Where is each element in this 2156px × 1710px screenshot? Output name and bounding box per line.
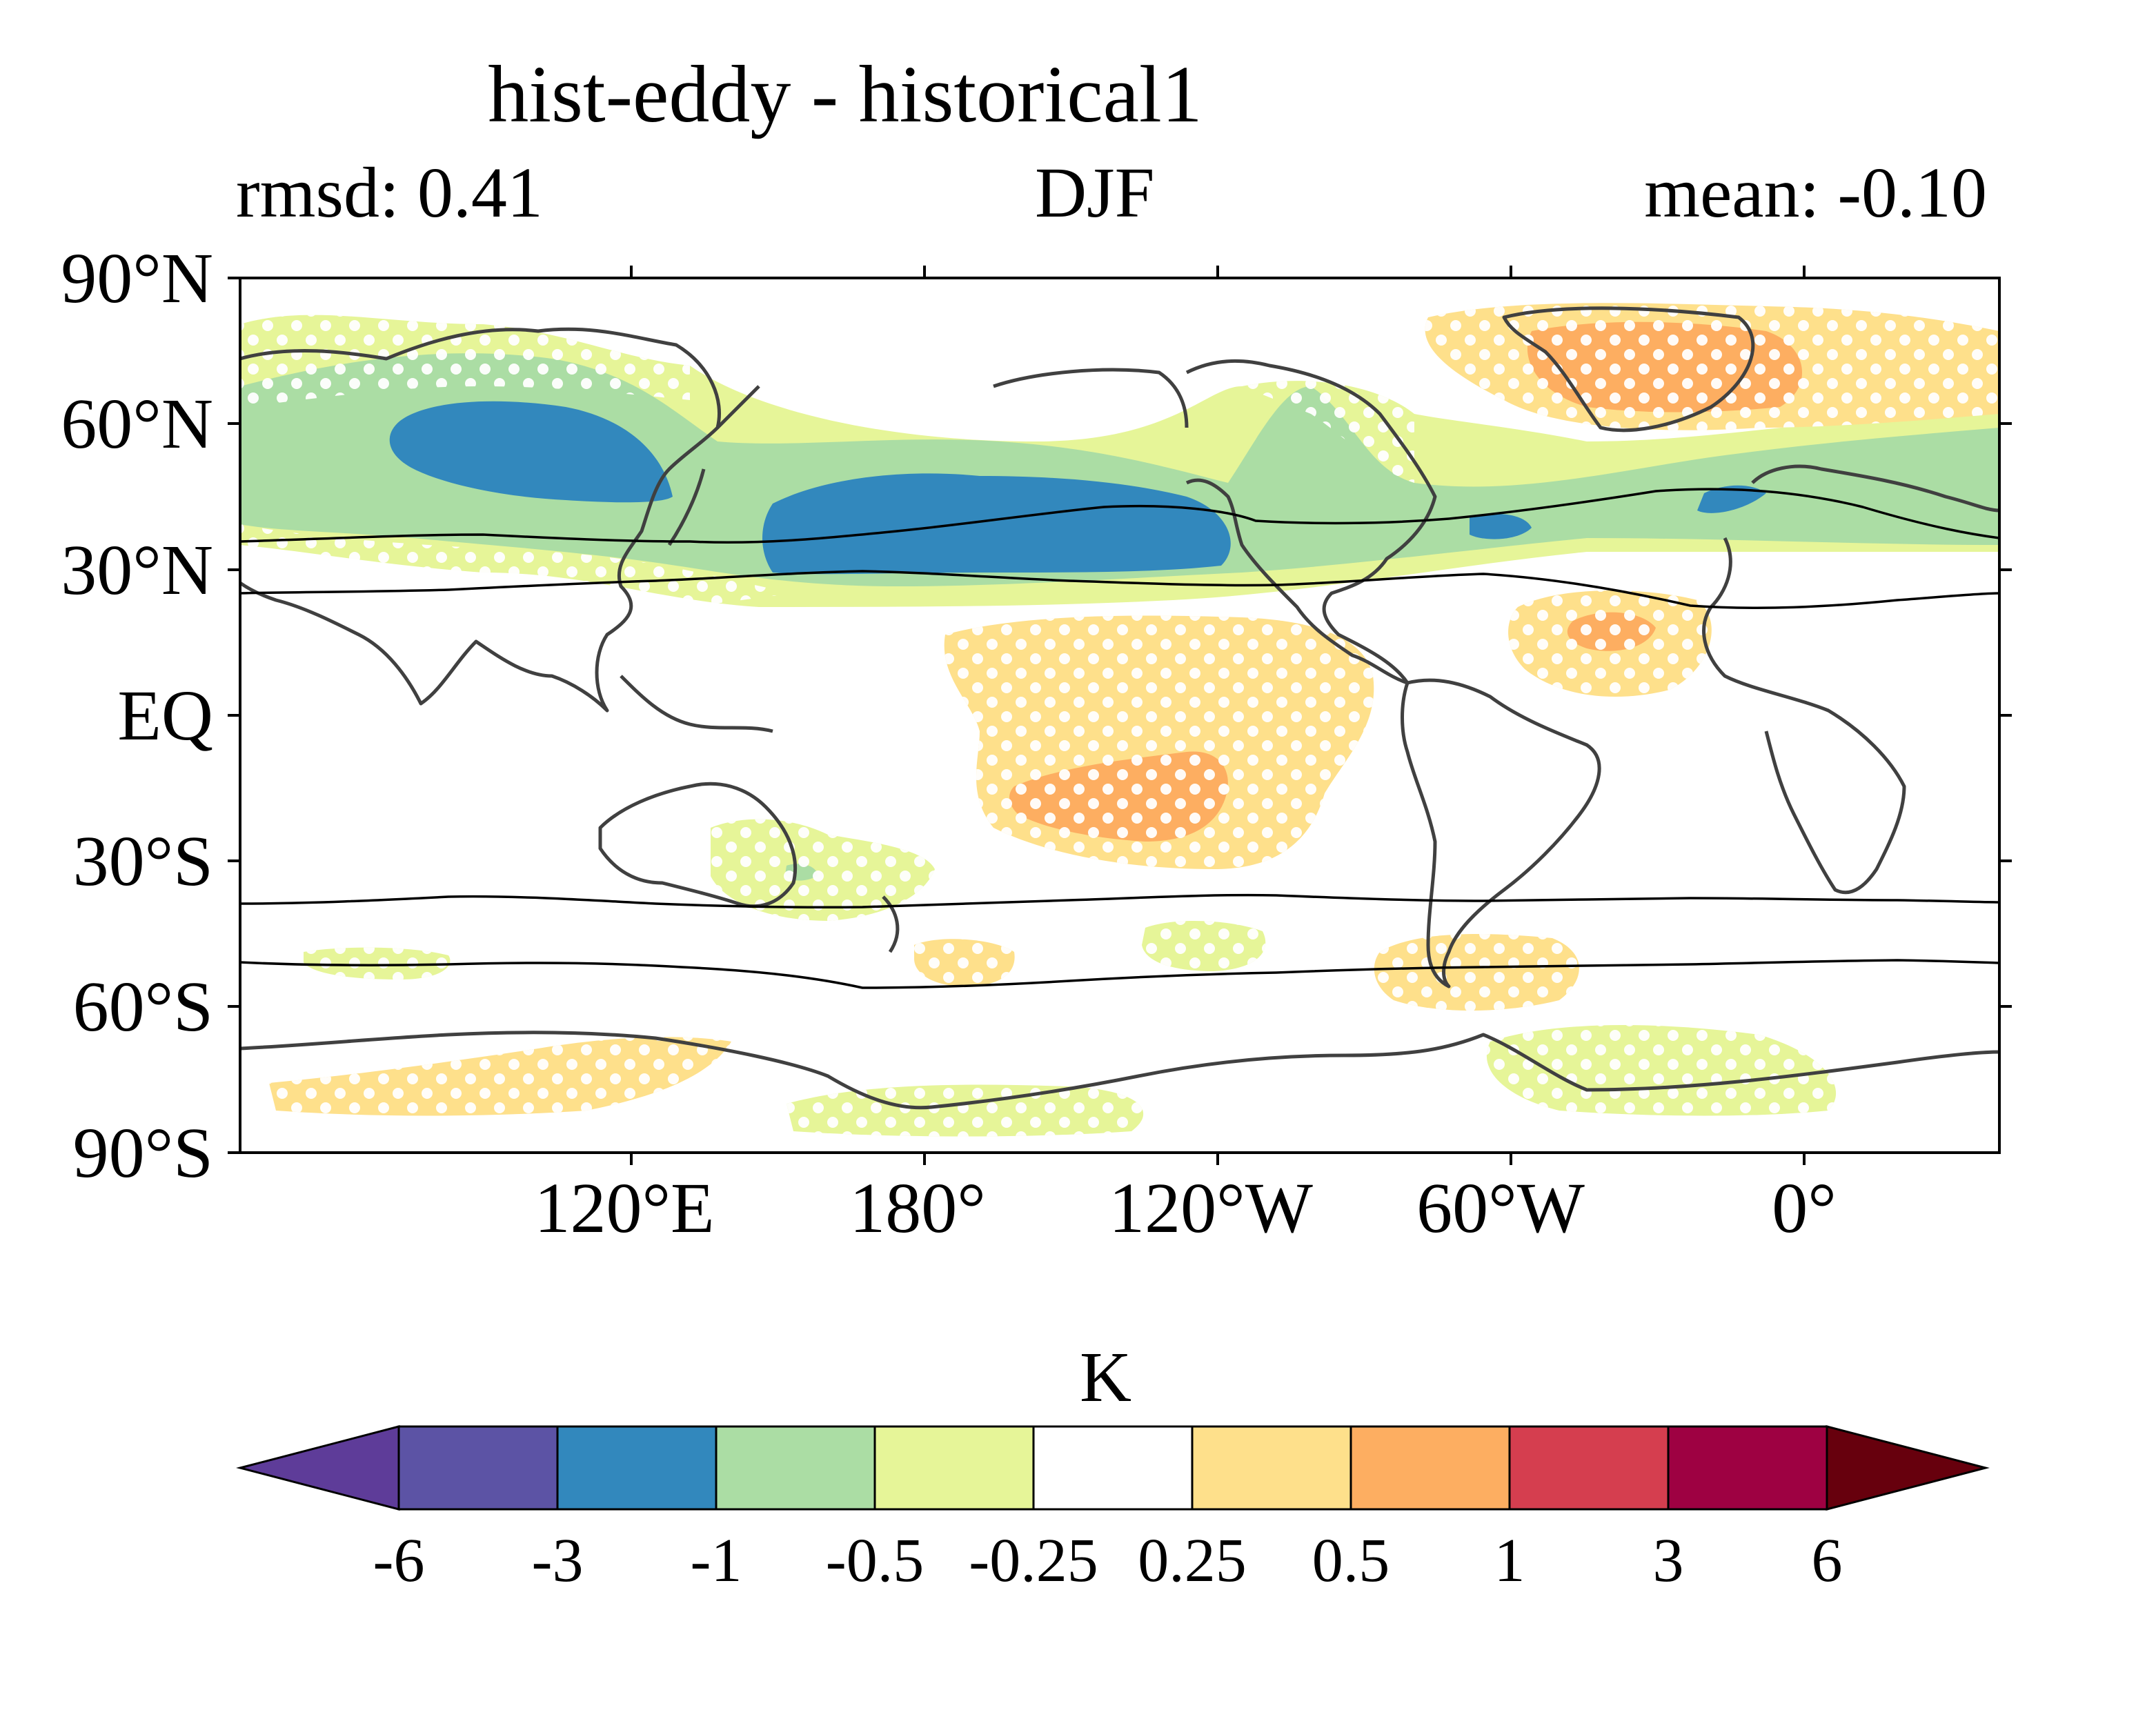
- rmsd-label: rmsd: 0.41: [236, 153, 543, 232]
- coast-south-america: [1401, 678, 1601, 988]
- colorbar-swatch-8: [1508, 1425, 1670, 1511]
- coast-eurasia: [240, 327, 721, 713]
- anomaly-north-pacific-blue: [762, 473, 1231, 575]
- colorbar-swatch-4: [873, 1425, 1035, 1511]
- mean-label: mean: -0.10: [1644, 153, 1987, 232]
- coastlines: [240, 306, 1999, 1110]
- season-label: DJF: [1035, 153, 1155, 232]
- lon-label-60w: 60°W: [1416, 1169, 1585, 1248]
- contour-nh-north: [240, 488, 1999, 544]
- lon-label-120e: 120°E: [534, 1169, 715, 1248]
- coast-kamchatka: [716, 385, 760, 429]
- lat-label-60n: 60°N: [61, 384, 213, 464]
- lon-label-120w: 120°W: [1109, 1169, 1313, 1248]
- contour-sh-north: [240, 893, 1999, 909]
- lon-label-0: 0°: [1772, 1169, 1837, 1248]
- lon-label-180: 180°: [849, 1169, 986, 1248]
- colorbar-tick: 0.5: [1312, 1527, 1390, 1595]
- lat-label-eq: EQ: [117, 676, 213, 755]
- colorbar-swatch-7: [1349, 1425, 1511, 1511]
- lat-label-30s: 30°S: [72, 822, 213, 901]
- lat-label-60s: 60°S: [72, 967, 213, 1046]
- lat-label-30n: 30°N: [61, 530, 213, 610]
- anomaly-atlantic-blue-1: [1470, 514, 1532, 539]
- coast-alaska: [993, 368, 1189, 428]
- colorbar-swatch-5: [1032, 1425, 1194, 1511]
- colorbar-tick: -6: [373, 1527, 425, 1595]
- colorbar-extend-high: [1826, 1425, 1990, 1511]
- colorbar-tick: 1: [1494, 1527, 1525, 1595]
- contour-nh-south: [240, 570, 1999, 610]
- colorbar-tick: -3: [531, 1527, 584, 1595]
- significance-stippling: [240, 303, 1999, 1137]
- colorbar-tick: -1: [690, 1527, 742, 1595]
- colorbar-swatch-3: [715, 1425, 876, 1511]
- coast-southeast-asia: [620, 675, 773, 733]
- colorbar-swatch-9: [1667, 1425, 1828, 1511]
- colorbar: [236, 1425, 1990, 1511]
- coast-greenland: [1502, 306, 1755, 433]
- colorbar-unit: K: [1080, 1338, 1132, 1417]
- colorbar-tick: -0.25: [969, 1527, 1098, 1595]
- coast-north-america: [1185, 359, 1437, 685]
- colorbar-tick: 3: [1652, 1527, 1684, 1595]
- coast-antarctica: [240, 1031, 1999, 1110]
- map-ticks: [228, 266, 2012, 1165]
- coast-australia: [598, 782, 798, 908]
- colorbar-swatch-1: [397, 1425, 559, 1511]
- colorbar-extend-low: [236, 1425, 400, 1511]
- contour-sh-south: [240, 959, 1999, 989]
- anomaly-atlantic-blue-2: [1697, 485, 1766, 513]
- colorbar-tick: 6: [1811, 1527, 1843, 1595]
- colorbar-swatch-2: [556, 1425, 718, 1511]
- coast-europe-africa: [1702, 464, 1999, 895]
- colorbar-tick: 0.25: [1138, 1527, 1247, 1595]
- colorbar-swatch-6: [1191, 1425, 1352, 1511]
- anomaly-central-asia-blue: [389, 401, 673, 503]
- coast-new-zealand: [882, 895, 900, 953]
- coast-japan: [667, 468, 706, 546]
- map-area: [240, 278, 1999, 1153]
- lat-label-90s: 90°S: [72, 1113, 213, 1193]
- lat-label-90n: 90°N: [61, 239, 213, 318]
- contour-lines: [240, 488, 1999, 989]
- colorbar-tick: -0.5: [825, 1527, 924, 1595]
- chart-title: hist-eddy - historical1: [488, 49, 1203, 139]
